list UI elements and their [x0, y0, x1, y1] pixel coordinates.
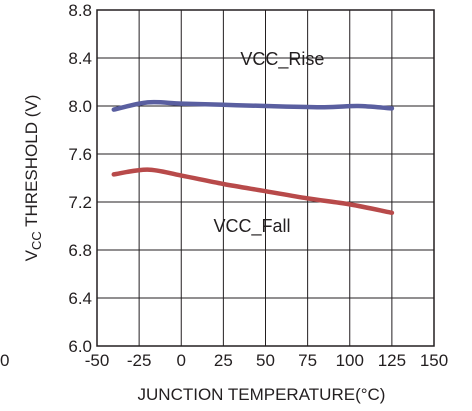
y-axis-tick-labels: 6.0 6.4 6.8 7.2 7.6 8.0 8.4 8.8	[68, 1, 92, 356]
y-tick-label: 7.2	[68, 193, 92, 212]
y-tick-label: 8.4	[68, 49, 92, 68]
plot-frame	[96, 9, 435, 347]
series-label: VCC_Rise	[240, 49, 324, 70]
x-tick-label: -50	[85, 351, 110, 370]
x-tick-label: 150	[420, 351, 448, 370]
x-tick-label: 50	[256, 351, 275, 370]
x-tick-label: 125	[378, 351, 406, 370]
y-tick-label: 8.8	[68, 1, 92, 20]
series-layer	[111, 99, 395, 216]
stray-x-tick-label: 0	[0, 351, 9, 370]
series-line	[111, 167, 395, 216]
x-axis-title: JUNCTION TEMPERATURE(°C)	[138, 385, 386, 404]
y-axis-title-rest: THRESHOLD (V)	[22, 95, 41, 232]
x-tick-label: -25	[127, 351, 152, 370]
y-axis-title-subscript: CC	[29, 231, 44, 250]
y-tick-label: 8.0	[68, 97, 92, 116]
y-tick-label: 7.6	[68, 145, 92, 164]
y-axis-title-main: V	[22, 249, 41, 261]
y-tick-label: 6.0	[68, 337, 92, 356]
y-tick-label: 6.8	[68, 241, 92, 260]
grid	[97, 10, 434, 346]
x-tick-label: 100	[336, 351, 364, 370]
series-labels: VCC_Rise VCC_Fall	[214, 49, 325, 237]
x-axis-tick-labels: -50 -25 0 25 50 75 100 125 150	[85, 351, 448, 370]
y-tick-label: 6.4	[68, 289, 92, 308]
x-tick-label: 25	[214, 351, 233, 370]
series-line	[111, 99, 395, 112]
series-label: VCC_Fall	[214, 216, 291, 237]
y-axis-title: VCC THRESHOLD (V)	[22, 95, 44, 262]
x-tick-label: 0	[177, 351, 186, 370]
x-tick-label: 75	[298, 351, 317, 370]
